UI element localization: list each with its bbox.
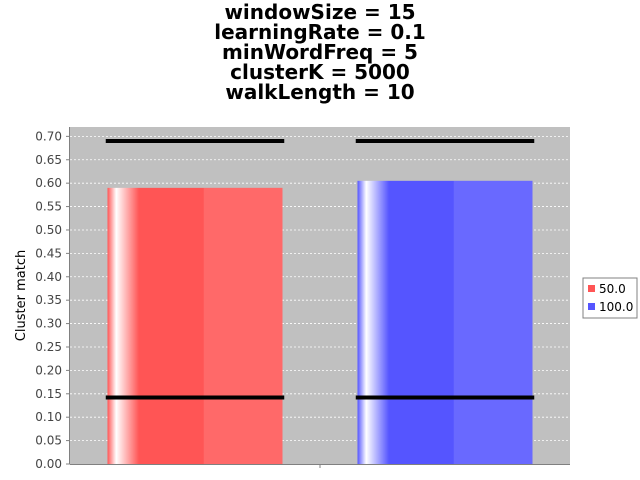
legend-swatch-50.0 — [588, 285, 595, 292]
title-line-4: clusterK = 5000 — [230, 60, 410, 84]
legend-box — [582, 277, 638, 319]
y-tick-label: 0.60 — [35, 176, 62, 190]
title-line-1: windowSize = 15 — [224, 0, 416, 24]
bars — [107, 180, 533, 464]
y-tick-label: 0.40 — [35, 270, 62, 284]
y-tick-labels: 0.00 0.05 0.10 0.15 0.20 0.25 0.30 0.35 0.40 0.45… — [35, 129, 70, 471]
y-tick-label: 0.15 — [35, 387, 62, 401]
y-tick-label: 0.30 — [35, 317, 62, 331]
bar-50.0 — [107, 187, 283, 464]
y-tick-label: 0.35 — [35, 293, 62, 307]
y-tick-label: 0.45 — [35, 246, 62, 260]
legend: 50.0 100.0 — [582, 277, 638, 319]
y-tick-label: 0.65 — [35, 153, 62, 167]
bar-100.0 — [357, 180, 533, 464]
bar-highlight — [453, 180, 533, 464]
legend-label-50.0: 50.0 — [599, 282, 626, 296]
y-tick-label: 0.10 — [35, 410, 62, 424]
error-bars — [105, 139, 535, 400]
y-tick-label: 0.70 — [35, 129, 62, 143]
y-tick-label: 0.05 — [35, 434, 62, 448]
chart-title: windowSize = 15 learningRate = 0.1 minWo… — [0, 2, 640, 102]
title-line-5: walkLength = 10 — [225, 80, 415, 104]
title-line-2: learningRate = 0.1 — [214, 20, 426, 44]
y-tick-label: 0.00 — [35, 457, 62, 471]
legend-swatch-100.0 — [588, 303, 595, 310]
title-line-3: minWordFreq = 5 — [222, 40, 418, 64]
legend-label-100.0: 100.0 — [599, 300, 633, 314]
y-tick-label: 0.25 — [35, 340, 62, 354]
y-tick-label: 0.50 — [35, 223, 62, 237]
y-tick-label: 0.20 — [35, 363, 62, 377]
y-tick-label: 0.55 — [35, 200, 62, 214]
y-axis-label: Cluster match — [14, 250, 29, 341]
bar-highlight — [203, 187, 283, 464]
